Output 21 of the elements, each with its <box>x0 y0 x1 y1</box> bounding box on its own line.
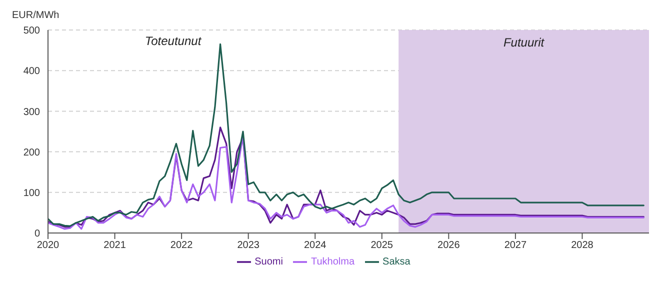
legend-label: Suomi <box>254 256 283 268</box>
y-tick-label: 0 <box>34 228 40 240</box>
x-tick-label: 2024 <box>304 240 327 252</box>
x-tick-label: 2026 <box>438 240 460 252</box>
annotation: Toteutunut <box>144 34 202 48</box>
y-tick-label: 400 <box>23 66 40 78</box>
x-tick-label: 2021 <box>104 240 126 252</box>
x-tick-label: 2028 <box>571 240 594 252</box>
y-axis-title: EUR/MWh <box>12 10 60 21</box>
legend-label: Saksa <box>382 256 410 268</box>
y-tick-label: 500 <box>23 26 40 37</box>
x-tick-label: 2023 <box>237 240 260 252</box>
y-tick-label: 100 <box>23 188 40 199</box>
x-tick-label: 2022 <box>170 240 194 252</box>
x-tick-label: 2025 <box>370 240 394 252</box>
band-label: Futuurit <box>503 36 545 50</box>
y-tick-label: 300 <box>23 106 40 118</box>
x-tick-label: 2020 <box>36 240 60 252</box>
legend-label: Tukholma <box>311 256 355 268</box>
y-tick-label: 200 <box>23 147 40 158</box>
x-tick-label: 2027 <box>504 240 528 252</box>
